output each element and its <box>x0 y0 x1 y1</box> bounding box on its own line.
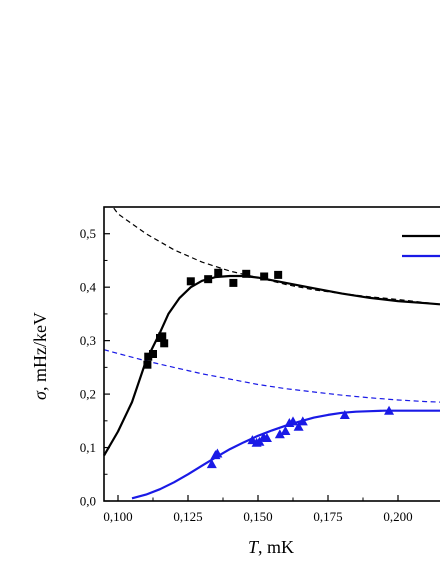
square-marker <box>260 272 269 281</box>
x-axis-var: T <box>248 537 260 557</box>
y-axis-unit: , mHz/keV <box>30 312 50 391</box>
y-tick-label: 0,0 <box>80 494 96 509</box>
triangle-marker <box>339 409 350 419</box>
triangle-marker <box>261 432 272 442</box>
square-marker <box>214 268 223 277</box>
square-marker <box>143 360 152 369</box>
fit-curve <box>103 274 440 457</box>
plot-frame <box>103 206 440 502</box>
square-marker <box>186 277 195 286</box>
x-tick-label: 0,200 <box>383 509 412 524</box>
triangle-marker <box>384 405 395 415</box>
y-tick-label: 0,3 <box>80 333 96 348</box>
legend <box>402 234 440 258</box>
x-axis-title: T, mK <box>248 537 294 557</box>
dashed-curve <box>103 349 440 403</box>
x-tick-label: 0,125 <box>173 509 202 524</box>
x-axis-unit: , mK <box>258 537 294 557</box>
x-tick-label: 0,150 <box>243 509 272 524</box>
fit-curve <box>131 409 440 500</box>
square-marker <box>274 270 283 279</box>
y-axis-var: σ <box>30 390 50 400</box>
y-tick-label: 0,5 <box>80 226 96 241</box>
plot-area <box>103 207 440 500</box>
square-marker <box>160 339 169 348</box>
triangle-marker <box>297 416 308 426</box>
square-marker <box>242 269 251 278</box>
triangle-marker <box>274 429 285 439</box>
y-tick-label: 0,4 <box>80 280 97 295</box>
square-marker <box>204 275 213 284</box>
triangle-marker <box>293 421 304 431</box>
y-tick-label: 0,2 <box>80 387 96 402</box>
axis-ticks: 0,100 0,125 0,150 0,175 0,200 0,0 0,1 0,2 0,3 0,4… <box>80 206 413 524</box>
x-tick-label: 0,100 <box>103 509 132 524</box>
triangle-marker <box>280 426 291 436</box>
dashed-curve <box>113 207 440 305</box>
square-marker <box>158 332 167 341</box>
triangle-marker <box>206 459 217 469</box>
y-axis-title: σ, mHz/keV <box>30 312 50 400</box>
x-tick-label: 0,175 <box>313 509 342 524</box>
triangle-marker <box>288 416 298 426</box>
square-marker <box>229 278 238 287</box>
y-tick-label: 0,1 <box>80 440 96 455</box>
square-marker <box>144 352 153 361</box>
square-marker <box>149 350 157 358</box>
triangle-marker <box>212 448 223 458</box>
